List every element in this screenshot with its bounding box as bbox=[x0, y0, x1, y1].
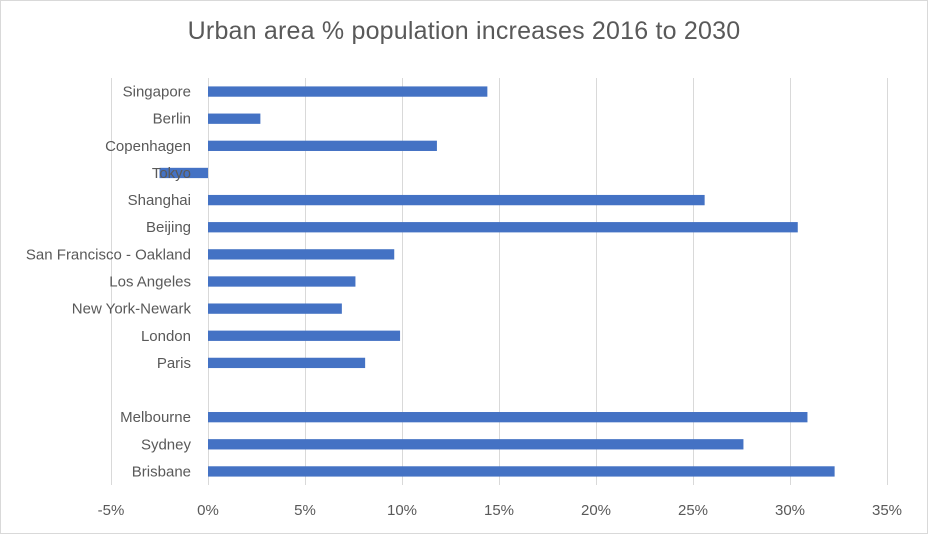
bar bbox=[208, 439, 743, 449]
category-label: Paris bbox=[157, 355, 191, 372]
category-label: Tokyo bbox=[152, 165, 191, 182]
category-label: Singapore bbox=[123, 84, 191, 101]
bar-chart: Singapore Berlin Copenhagen Tokyo Shanghai Be… bbox=[0, 0, 928, 534]
bar bbox=[208, 303, 342, 313]
bar bbox=[208, 331, 400, 341]
x-tick-label: 25% bbox=[678, 502, 708, 519]
x-tick-label: -5% bbox=[98, 502, 125, 519]
x-tick-label: 5% bbox=[294, 502, 316, 519]
x-tick-label: 35% bbox=[872, 502, 902, 519]
bar bbox=[208, 141, 437, 151]
category-label: Berlin bbox=[153, 111, 191, 128]
bar bbox=[208, 466, 835, 476]
bar bbox=[208, 114, 260, 124]
category-label: Sydney bbox=[141, 436, 192, 453]
category-label: Brisbane bbox=[132, 463, 191, 480]
x-tick-label: 20% bbox=[581, 502, 611, 519]
x-tick-label: 10% bbox=[387, 502, 417, 519]
x-tick-label: 0% bbox=[197, 502, 219, 519]
category-label: Copenhagen bbox=[105, 138, 191, 155]
category-label: Beijing bbox=[146, 219, 191, 236]
x-axis-tick-labels: -5% 0% 5% 10% 15% 20% 25% 30% 35% bbox=[98, 502, 902, 519]
category-label: London bbox=[141, 328, 191, 345]
bar bbox=[208, 358, 365, 368]
category-labels: Singapore Berlin Copenhagen Tokyo Shanghai Be… bbox=[26, 84, 192, 481]
x-tick-label: 15% bbox=[484, 502, 514, 519]
bar bbox=[208, 276, 355, 286]
category-label: Shanghai bbox=[128, 192, 191, 209]
bar bbox=[208, 195, 705, 205]
category-label: San Francisco - Oakland bbox=[26, 246, 191, 263]
category-label: Melbourne bbox=[120, 409, 191, 426]
bar bbox=[208, 86, 487, 96]
category-label: New York-Newark bbox=[72, 301, 192, 318]
category-label: Los Angeles bbox=[109, 274, 191, 291]
bar bbox=[208, 412, 807, 422]
x-tick-label: 30% bbox=[775, 502, 805, 519]
bar bbox=[208, 222, 798, 232]
bars bbox=[160, 86, 835, 476]
bar bbox=[208, 249, 394, 259]
